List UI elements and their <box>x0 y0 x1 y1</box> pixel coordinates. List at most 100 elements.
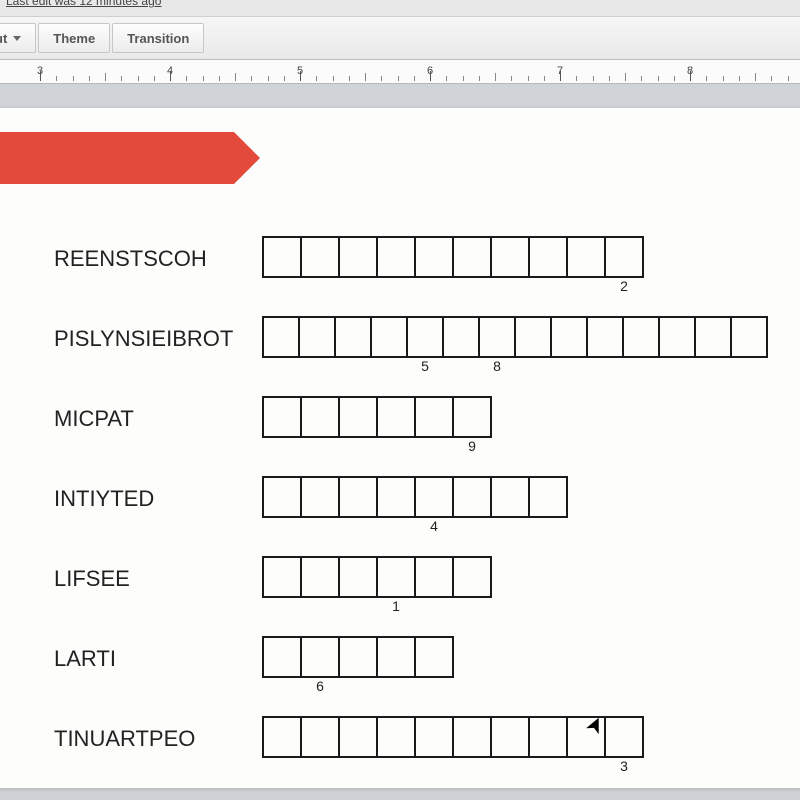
puzzle-row: TINUARTPEO 3 <box>54 716 800 758</box>
red-arrow-shape[interactable] <box>0 132 262 184</box>
ruler-number: 4 <box>167 65 173 77</box>
answer-box[interactable] <box>528 716 568 758</box>
answer-box[interactable] <box>262 556 302 598</box>
answer-boxes: 58 <box>262 316 768 358</box>
puzzle-row: REENSTSCOH2 <box>54 236 800 278</box>
answer-box[interactable] <box>338 556 378 598</box>
answer-box[interactable] <box>300 236 340 278</box>
answer-box[interactable] <box>376 716 416 758</box>
answer-box[interactable] <box>490 716 530 758</box>
answer-box[interactable] <box>300 716 340 758</box>
answer-box[interactable] <box>452 476 492 518</box>
answer-box[interactable] <box>300 476 340 518</box>
clue-text: INTIYTED <box>54 476 262 512</box>
answer-box[interactable]: 4 <box>414 476 454 518</box>
answer-box[interactable] <box>376 396 416 438</box>
ruler-number: 6 <box>427 65 433 77</box>
arrow-body <box>0 132 234 184</box>
answer-box[interactable] <box>528 476 568 518</box>
answer-box[interactable]: 2 <box>604 236 644 278</box>
answer-box[interactable] <box>622 316 660 358</box>
transition-label: Transition <box>127 31 189 46</box>
answer-box[interactable] <box>566 236 606 278</box>
transition-button[interactable]: Transition <box>112 23 204 53</box>
answer-box[interactable] <box>694 316 732 358</box>
horizontal-ruler: 345678 <box>0 60 800 84</box>
puzzle-rows: REENSTSCOH2PISLYNSIEIBROT58MICPAT9INTIYT… <box>54 236 800 796</box>
answer-box[interactable] <box>334 316 372 358</box>
answer-box[interactable] <box>262 236 302 278</box>
clue-text: TINUARTPEO <box>54 716 262 752</box>
answer-box[interactable] <box>298 316 336 358</box>
puzzle-row: LARTI6 <box>54 636 800 678</box>
answer-boxes: 6 <box>262 636 454 678</box>
answer-box[interactable]: 3 <box>604 716 644 758</box>
box-number: 5 <box>421 358 429 374</box>
answer-box[interactable]: 1 <box>376 556 416 598</box>
puzzle-row: LIFSEE 1 <box>54 556 800 598</box>
answer-box[interactable] <box>414 236 454 278</box>
answer-box[interactable]: 8 <box>478 316 516 358</box>
answer-box[interactable]: 5 <box>406 316 444 358</box>
ruler-number: 7 <box>557 65 563 77</box>
answer-box[interactable] <box>262 716 302 758</box>
answer-box[interactable] <box>490 476 530 518</box>
answer-boxes: 3 <box>262 716 644 758</box>
answer-box[interactable] <box>566 716 606 758</box>
answer-box[interactable] <box>514 316 552 358</box>
clue-text: PISLYNSIEIBROT <box>54 316 262 352</box>
answer-box[interactable] <box>414 716 454 758</box>
box-number: 2 <box>620 278 628 294</box>
answer-boxes: 2 <box>262 236 644 278</box>
answer-box[interactable] <box>376 236 416 278</box>
box-number: 4 <box>430 518 438 534</box>
answer-box[interactable] <box>300 396 340 438</box>
answer-box[interactable] <box>338 476 378 518</box>
answer-box[interactable] <box>452 556 492 598</box>
caret-down-icon <box>13 36 21 41</box>
answer-box[interactable] <box>586 316 624 358</box>
answer-boxes: 1 <box>262 556 492 598</box>
toolbar: ut Theme Transition <box>0 16 800 60</box>
layout-label: ut <box>0 31 7 46</box>
answer-box[interactable] <box>338 636 378 678</box>
answer-box[interactable] <box>376 476 416 518</box>
slide-page[interactable]: REENSTSCOH2PISLYNSIEIBROT58MICPAT9INTIYT… <box>0 108 800 788</box>
answer-box[interactable] <box>262 396 302 438</box>
theme-button[interactable]: Theme <box>38 23 110 53</box>
answer-box[interactable] <box>528 236 568 278</box>
answer-box[interactable] <box>300 556 340 598</box>
answer-box[interactable] <box>338 396 378 438</box>
answer-box[interactable] <box>262 476 302 518</box>
answer-box[interactable]: 6 <box>300 636 340 678</box>
answer-box[interactable] <box>370 316 408 358</box>
box-number: 8 <box>493 358 501 374</box>
answer-box[interactable] <box>414 396 454 438</box>
status-text: Last edit was 12 minutes ago <box>6 0 161 8</box>
puzzle-row: INTIYTED 4 <box>54 476 800 518</box>
answer-box[interactable] <box>376 636 416 678</box>
arrow-point <box>234 132 260 184</box>
answer-box[interactable] <box>452 716 492 758</box>
answer-box[interactable] <box>414 556 454 598</box>
answer-box[interactable] <box>414 636 454 678</box>
editor-canvas[interactable]: REENSTSCOH2PISLYNSIEIBROT58MICPAT9INTIYT… <box>0 84 800 800</box>
answer-box[interactable]: 9 <box>452 396 492 438</box>
answer-boxes: 9 <box>262 396 492 438</box>
answer-box[interactable] <box>490 236 530 278</box>
box-number: 1 <box>392 598 400 614</box>
answer-box[interactable] <box>262 636 302 678</box>
answer-box[interactable] <box>658 316 696 358</box>
ruler-number: 3 <box>37 65 43 77</box>
answer-box[interactable] <box>730 316 768 358</box>
theme-label: Theme <box>53 31 95 46</box>
answer-box[interactable] <box>338 236 378 278</box>
layout-dropdown-button[interactable]: ut <box>0 23 36 53</box>
answer-box[interactable] <box>338 716 378 758</box>
clue-text: LIFSEE <box>54 556 262 592</box>
answer-box[interactable] <box>452 236 492 278</box>
answer-box[interactable] <box>550 316 588 358</box>
answer-box[interactable] <box>442 316 480 358</box>
answer-box[interactable] <box>262 316 300 358</box>
box-number: 9 <box>468 438 476 454</box>
